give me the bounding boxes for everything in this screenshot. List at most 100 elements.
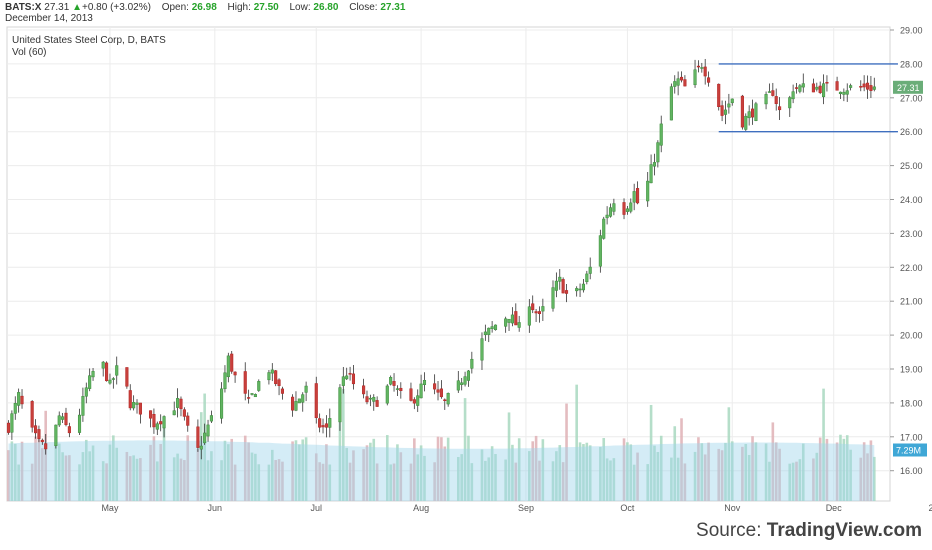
- symbol: BATS:X: [5, 2, 42, 13]
- volume-bar: [534, 435, 538, 501]
- candle: [64, 412, 68, 425]
- candle: [365, 396, 369, 403]
- volume-bar: [795, 461, 798, 501]
- volume-bar: [348, 462, 352, 501]
- volume-bar: [254, 453, 257, 501]
- chart-title: United States Steel Corp, D, BATS: [12, 35, 166, 46]
- volume-bar: [463, 398, 467, 501]
- candle: [794, 87, 799, 89]
- volume-bar: [220, 460, 223, 501]
- x-tick-label-6: Nov: [724, 503, 741, 513]
- candle: [375, 400, 379, 407]
- volume-bar: [291, 441, 294, 501]
- candle: [20, 395, 24, 405]
- candle: [159, 421, 163, 425]
- volume-bar: [768, 461, 771, 501]
- volume-bar: [159, 444, 162, 501]
- volume-bar: [433, 462, 436, 501]
- x-tick-label-3: Aug: [413, 503, 429, 513]
- volume-bar: [172, 457, 176, 501]
- x-tick-label-1: Jun: [208, 503, 223, 513]
- candle: [652, 162, 657, 167]
- candle: [44, 443, 48, 450]
- candle: [57, 415, 61, 426]
- volume-bar: [588, 445, 592, 501]
- candle: [291, 396, 295, 411]
- volume-bar: [764, 443, 768, 501]
- candle: [747, 111, 751, 119]
- candle: [253, 394, 257, 398]
- volume-bar: [115, 447, 119, 501]
- candle: [301, 394, 305, 403]
- volume-bar: [835, 442, 839, 501]
- candle: [321, 425, 325, 428]
- volume-bar: [862, 442, 866, 501]
- volume-bar: [659, 435, 663, 501]
- x-tick-label-5: Oct: [620, 503, 635, 513]
- volume-bar: [304, 437, 308, 501]
- x-tick-label-8: 2014: [929, 503, 932, 513]
- candle: [395, 388, 399, 390]
- candle: [480, 338, 484, 361]
- candle: [362, 385, 366, 395]
- volume-bar: [183, 460, 186, 501]
- source-name: TradingView.com: [766, 520, 922, 541]
- candle: [558, 276, 562, 282]
- volume-bar: [41, 448, 44, 501]
- volume-bar: [135, 458, 139, 501]
- candle: [564, 290, 569, 294]
- volume-bar: [480, 449, 484, 501]
- volume-bar: [622, 438, 626, 501]
- candle: [30, 401, 34, 428]
- volume-bar: [517, 438, 521, 501]
- volume-bar: [609, 460, 612, 501]
- candle: [199, 445, 203, 450]
- volume-bar: [646, 464, 649, 501]
- volume-bar: [443, 446, 447, 501]
- volume-bar: [582, 444, 585, 501]
- candle: [203, 432, 207, 444]
- candle: [148, 410, 153, 419]
- volume-bar: [700, 443, 704, 501]
- volume-bar: [575, 384, 578, 501]
- low-value: 26.80: [313, 2, 339, 13]
- volume-bar: [223, 440, 227, 501]
- volume-bar: [754, 442, 758, 501]
- volume-bar: [294, 440, 298, 501]
- y-tick-label-12: 28.00: [900, 59, 923, 69]
- candle: [554, 280, 558, 291]
- y-tick-label-5: 21.00: [900, 297, 923, 307]
- candle: [493, 324, 498, 331]
- volume-bar: [457, 456, 460, 501]
- volume-bar: [791, 462, 795, 501]
- volume-bar: [152, 436, 156, 501]
- candle: [700, 67, 704, 69]
- candle: [138, 402, 142, 415]
- candle: [409, 388, 413, 401]
- candle: [17, 392, 21, 406]
- candle: [294, 401, 298, 411]
- volume-bar: [54, 441, 58, 501]
- volume-bar: [538, 460, 541, 501]
- candle: [811, 83, 815, 93]
- volume-bar: [599, 446, 602, 501]
- candle: [233, 371, 237, 376]
- chart-subtitle: Vol (60): [12, 47, 46, 58]
- candle: [717, 83, 721, 107]
- candle: [835, 81, 839, 91]
- volume-bar: [342, 388, 345, 501]
- volume-bar: [44, 410, 48, 501]
- volume-bar: [649, 404, 653, 501]
- y-tick-label-3: 19.00: [900, 365, 923, 375]
- volume-bar: [149, 444, 152, 501]
- volume-bar: [487, 457, 491, 501]
- candle: [416, 395, 420, 406]
- candle: [585, 273, 589, 282]
- candle: [514, 311, 518, 326]
- volume-bar: [727, 407, 731, 501]
- volume-bar: [10, 441, 14, 501]
- candle: [774, 96, 778, 104]
- volume-bar: [680, 418, 683, 501]
- volume-bar: [636, 452, 639, 501]
- volume-bar: [372, 438, 376, 501]
